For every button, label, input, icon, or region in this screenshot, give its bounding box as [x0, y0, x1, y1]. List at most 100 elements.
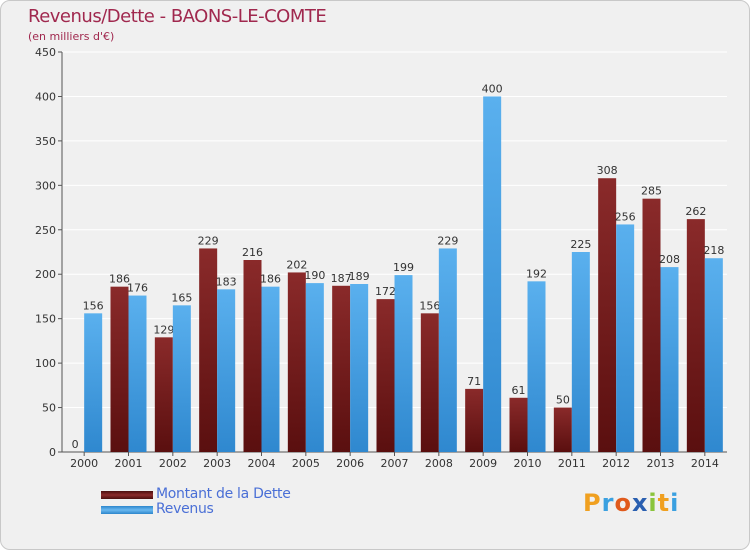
- data-label-dette: 0: [72, 438, 79, 451]
- bar-revenus: [527, 281, 546, 452]
- bar-dette: [287, 272, 306, 452]
- data-label-revenus: 208: [659, 253, 680, 266]
- chart-title: Revenus/Dette - BAONS-LE-COMTE: [28, 6, 327, 27]
- x-tick-label: 2014: [691, 457, 719, 470]
- x-tick-label: 2000: [70, 457, 98, 470]
- y-tick-label: 50: [42, 402, 56, 415]
- bar-dette: [110, 286, 129, 452]
- logo-letter: t: [657, 489, 671, 517]
- x-tick-label: 2008: [425, 457, 453, 470]
- bar-revenus: [616, 224, 635, 452]
- legend-swatch-dette: [101, 491, 153, 499]
- bar-dette: [243, 260, 262, 452]
- legend-swatch-revenus: [101, 506, 153, 514]
- bar-revenus: [660, 267, 679, 452]
- data-label-dette: 187: [331, 272, 352, 285]
- x-tick-label: 2003: [203, 457, 231, 470]
- bar-revenus: [84, 313, 103, 452]
- bar-revenus: [261, 286, 280, 452]
- data-label-dette: 71: [467, 375, 481, 388]
- logo-letter: r: [601, 489, 615, 517]
- y-tick-label: 200: [35, 268, 56, 281]
- data-label-revenus: 218: [703, 244, 724, 257]
- bar-revenus: [305, 283, 324, 452]
- bar-revenus: [571, 252, 590, 452]
- x-tick-label: 2007: [381, 457, 409, 470]
- bar-revenus: [394, 275, 413, 452]
- data-label-revenus: 229: [437, 234, 458, 247]
- x-tick-label: 2013: [647, 457, 675, 470]
- x-tick-label: 2002: [159, 457, 187, 470]
- data-label-dette: 216: [242, 246, 263, 259]
- x-tick-label: 2004: [248, 457, 276, 470]
- y-tick-label: 150: [35, 313, 56, 326]
- bar-dette: [465, 388, 484, 452]
- bar-dette: [598, 178, 617, 452]
- bar-revenus: [172, 305, 191, 452]
- data-label-revenus: 256: [615, 210, 636, 223]
- data-label-dette: 308: [597, 164, 618, 177]
- y-tick-label: 300: [35, 179, 56, 192]
- bar-dette: [420, 313, 439, 452]
- data-label-revenus: 183: [216, 275, 237, 288]
- bar-dette: [376, 299, 395, 452]
- y-tick-label: 350: [35, 135, 56, 148]
- x-tick-label: 2012: [602, 457, 630, 470]
- y-tick-label: 0: [49, 446, 56, 459]
- logo-letter: x: [631, 489, 649, 517]
- chart-subtitle: (en milliers d'€): [28, 30, 115, 43]
- proxiti-logo: Proxiti: [583, 489, 679, 517]
- data-label-revenus: 176: [127, 282, 148, 295]
- data-label-dette: 285: [641, 185, 662, 198]
- bar-dette: [332, 285, 351, 452]
- data-label-revenus: 156: [83, 299, 104, 312]
- y-tick-label: 100: [35, 357, 56, 370]
- data-label-revenus: 192: [526, 267, 547, 280]
- data-label-dette: 61: [512, 384, 526, 397]
- data-label-dette: 202: [286, 258, 307, 271]
- data-label-dette: 229: [198, 234, 219, 247]
- data-label-dette: 156: [419, 299, 440, 312]
- y-tick-label: 250: [35, 224, 56, 237]
- logo-letter: i: [648, 489, 658, 517]
- data-label-dette: 50: [556, 394, 570, 407]
- bar-dette: [199, 248, 218, 452]
- logo-letter: o: [614, 489, 632, 517]
- legend-label-dette: Montant de la Dette: [156, 486, 291, 502]
- x-tick-label: 2009: [469, 457, 497, 470]
- y-tick-label: 450: [35, 46, 56, 59]
- data-label-revenus: 186: [260, 273, 281, 286]
- x-tick-label: 2006: [336, 457, 364, 470]
- data-label-dette: 186: [109, 273, 130, 286]
- data-label-dette: 129: [153, 323, 174, 336]
- data-label-revenus: 199: [393, 261, 414, 274]
- data-label-revenus: 189: [349, 270, 370, 283]
- bar-revenus: [704, 258, 723, 452]
- logo-letter: P: [583, 489, 602, 517]
- data-label-dette: 262: [685, 205, 706, 218]
- x-tick-label: 2001: [115, 457, 143, 470]
- bar-dette: [154, 337, 173, 452]
- x-tick-label: 2005: [292, 457, 320, 470]
- legend-label-revenus: Revenus: [156, 501, 214, 517]
- bar-dette: [686, 219, 705, 452]
- logo-letter: i: [670, 489, 680, 517]
- data-label-revenus: 400: [482, 82, 503, 95]
- x-tick-label: 2011: [558, 457, 586, 470]
- bar-revenus: [438, 248, 457, 452]
- bar-revenus: [128, 295, 147, 452]
- y-tick-label: 400: [35, 90, 56, 103]
- data-label-dette: 172: [375, 285, 396, 298]
- bar-revenus: [483, 96, 502, 452]
- bar-revenus: [350, 284, 369, 452]
- bar-dette: [553, 407, 572, 452]
- bar-dette: [642, 198, 661, 452]
- data-label-revenus: 225: [570, 238, 591, 251]
- bar-dette: [509, 397, 528, 452]
- x-tick-label: 2010: [514, 457, 542, 470]
- data-label-revenus: 190: [304, 269, 325, 282]
- data-label-revenus: 165: [171, 291, 192, 304]
- bar-revenus: [217, 289, 236, 452]
